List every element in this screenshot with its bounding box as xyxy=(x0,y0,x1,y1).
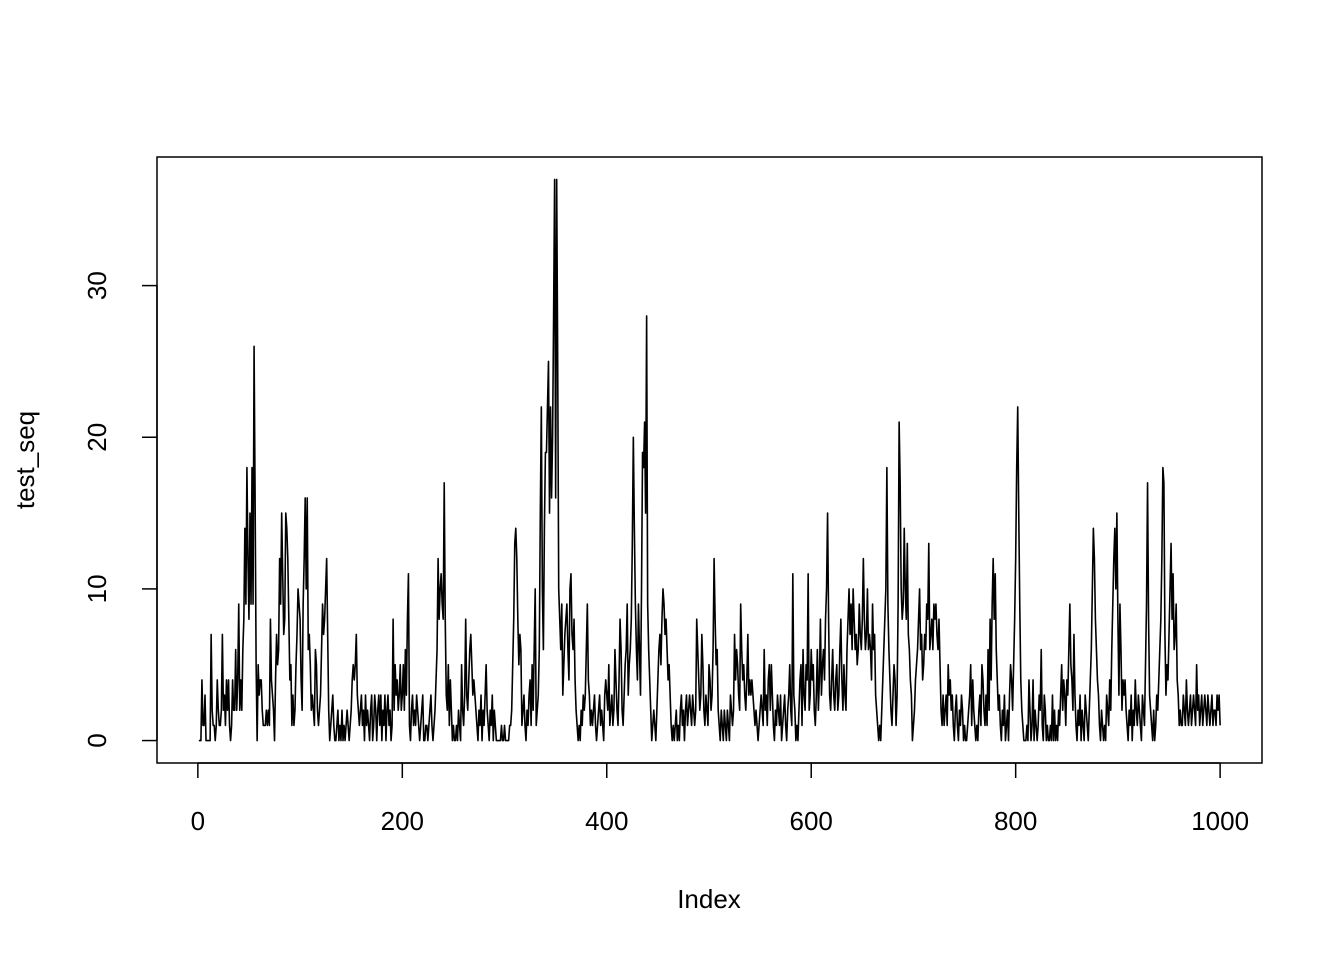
y-tick-label: 0 xyxy=(82,733,112,747)
x-tick-label: 200 xyxy=(381,806,424,836)
x-tick-label: 600 xyxy=(790,806,833,836)
x-tick-label: 800 xyxy=(994,806,1037,836)
y-tick-label: 10 xyxy=(82,574,112,603)
y-axis-label: test_seq xyxy=(10,411,40,509)
x-tick-label: 1000 xyxy=(1191,806,1249,836)
x-axis-label: Index xyxy=(677,884,741,914)
y-tick-label: 30 xyxy=(82,271,112,300)
y-tick-label: 20 xyxy=(82,423,112,452)
x-tick-label: 400 xyxy=(585,806,628,836)
data-line xyxy=(198,178,1221,742)
x-tick-label: 0 xyxy=(191,806,205,836)
